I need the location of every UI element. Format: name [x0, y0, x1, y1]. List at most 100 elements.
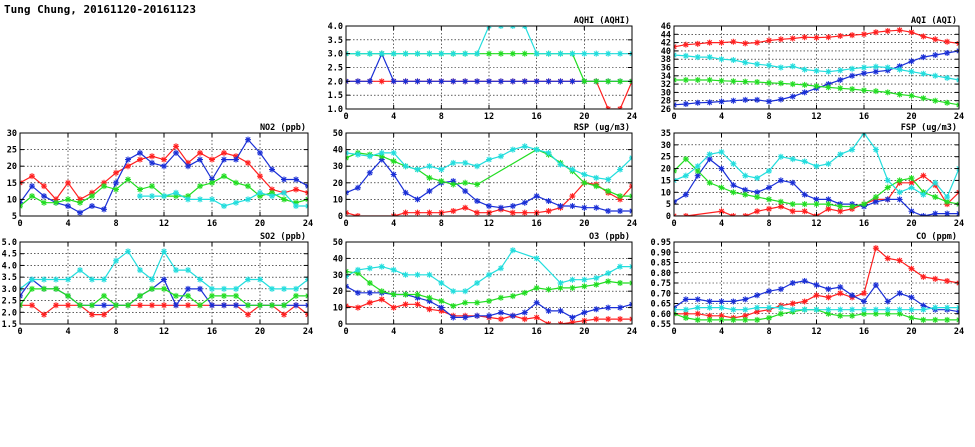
data-point-cyan — [414, 166, 421, 173]
data-point-blue — [474, 78, 481, 85]
data-point-blue — [414, 294, 421, 301]
y-tick-label: 10 — [333, 304, 343, 314]
chart-o3: 0 4 8 12 16 20 24 0 10 20 30 40 50 O3 (ppb) — [333, 232, 637, 337]
x-tick-label: 8 — [113, 327, 118, 337]
x-tick-label: 12 — [484, 327, 494, 337]
series-group — [346, 26, 632, 109]
data-point-blue — [197, 285, 203, 292]
data-point-green — [813, 201, 820, 208]
data-point-green — [861, 87, 867, 94]
data-point-green — [605, 78, 612, 85]
data-point-cyan — [53, 276, 59, 283]
data-point-cyan — [849, 146, 856, 153]
y-tick-label: 20 — [661, 165, 671, 175]
data-point-red — [390, 304, 397, 311]
data-point-cyan — [269, 285, 275, 292]
data-point-blue — [754, 96, 761, 103]
y-tick-label: 42 — [661, 39, 671, 49]
data-point-blue — [402, 78, 409, 85]
data-point-cyan — [766, 167, 772, 174]
data-point-cyan — [233, 199, 239, 206]
data-point-red — [682, 310, 689, 317]
y-tick-label: 2.0 — [2, 308, 17, 318]
data-point-red — [944, 38, 951, 45]
data-point-red — [825, 294, 832, 301]
y-tick-label: 40 — [333, 254, 343, 264]
data-point-red — [908, 265, 915, 272]
data-point-red — [777, 36, 784, 43]
data-point-cyan — [366, 50, 373, 57]
x-tick-label: 16 — [859, 219, 869, 229]
data-point-cyan — [533, 50, 540, 57]
data-point-blue — [497, 204, 504, 211]
data-point-green — [694, 76, 701, 83]
data-point-green — [682, 156, 689, 163]
data-point-blue — [605, 208, 612, 215]
y-tick-label: 2.5 — [328, 64, 343, 74]
y-tick-label: 28 — [661, 97, 671, 107]
data-point-blue — [825, 286, 832, 293]
data-point-blue — [521, 78, 528, 85]
data-point-blue — [221, 156, 227, 163]
data-point-red — [161, 302, 167, 309]
data-point-red — [908, 179, 915, 186]
data-point-red — [730, 38, 737, 45]
y-tick-label: 10 — [661, 188, 671, 198]
data-point-blue — [908, 208, 915, 215]
x-tick-label: 12 — [811, 219, 821, 229]
data-point-red — [366, 299, 373, 306]
data-point-cyan — [426, 271, 433, 278]
data-point-blue — [557, 307, 564, 314]
data-point-green — [581, 283, 588, 290]
data-point-red — [825, 205, 832, 212]
x-tick-label: 24 — [627, 327, 637, 337]
data-point-blue — [730, 97, 737, 104]
y-tick-label: 30 — [7, 129, 17, 139]
data-point-green — [53, 199, 59, 206]
data-point-cyan — [390, 50, 397, 57]
data-point-green — [521, 289, 528, 296]
data-point-green — [908, 92, 915, 99]
series-group — [20, 248, 308, 318]
data-point-blue — [462, 314, 469, 321]
data-point-red — [801, 34, 808, 41]
data-point-cyan — [269, 193, 275, 200]
x-tick-label: 24 — [954, 219, 964, 229]
data-point-red — [837, 290, 844, 297]
data-point-blue — [185, 285, 191, 292]
data-point-blue — [932, 210, 939, 216]
data-point-green — [161, 285, 167, 292]
data-point-blue — [509, 312, 516, 319]
data-point-green — [29, 193, 35, 200]
data-point-green — [944, 198, 951, 205]
data-point-blue — [29, 183, 35, 190]
x-tick-label: 24 — [303, 327, 313, 337]
x-tick-label: 4 — [719, 327, 724, 337]
data-point-cyan — [101, 276, 107, 283]
data-point-blue — [801, 277, 808, 284]
data-point-green — [474, 299, 481, 306]
data-point-cyan — [450, 288, 457, 295]
data-point-cyan — [402, 271, 409, 278]
data-point-red — [149, 302, 155, 309]
chart-co: 0 4 8 12 16 20 240.550.600.650.700.750.800.850… — [651, 232, 965, 337]
data-point-green — [53, 285, 59, 292]
data-point-blue — [801, 89, 808, 96]
data-point-green — [65, 196, 71, 203]
data-point-cyan — [593, 174, 600, 181]
data-point-cyan — [581, 50, 588, 57]
data-point-green — [944, 99, 951, 106]
data-point-green — [825, 201, 832, 208]
data-point-green — [450, 181, 457, 188]
data-point-blue — [390, 78, 397, 85]
data-point-blue — [694, 172, 701, 179]
data-point-green — [269, 189, 275, 196]
data-point-cyan — [533, 255, 540, 262]
data-point-blue — [789, 280, 796, 286]
data-point-cyan — [426, 50, 433, 57]
data-point-cyan — [354, 151, 361, 158]
data-point-green — [861, 201, 867, 208]
data-point-cyan — [209, 196, 215, 203]
data-point-cyan — [754, 175, 761, 182]
series-group — [346, 247, 632, 324]
